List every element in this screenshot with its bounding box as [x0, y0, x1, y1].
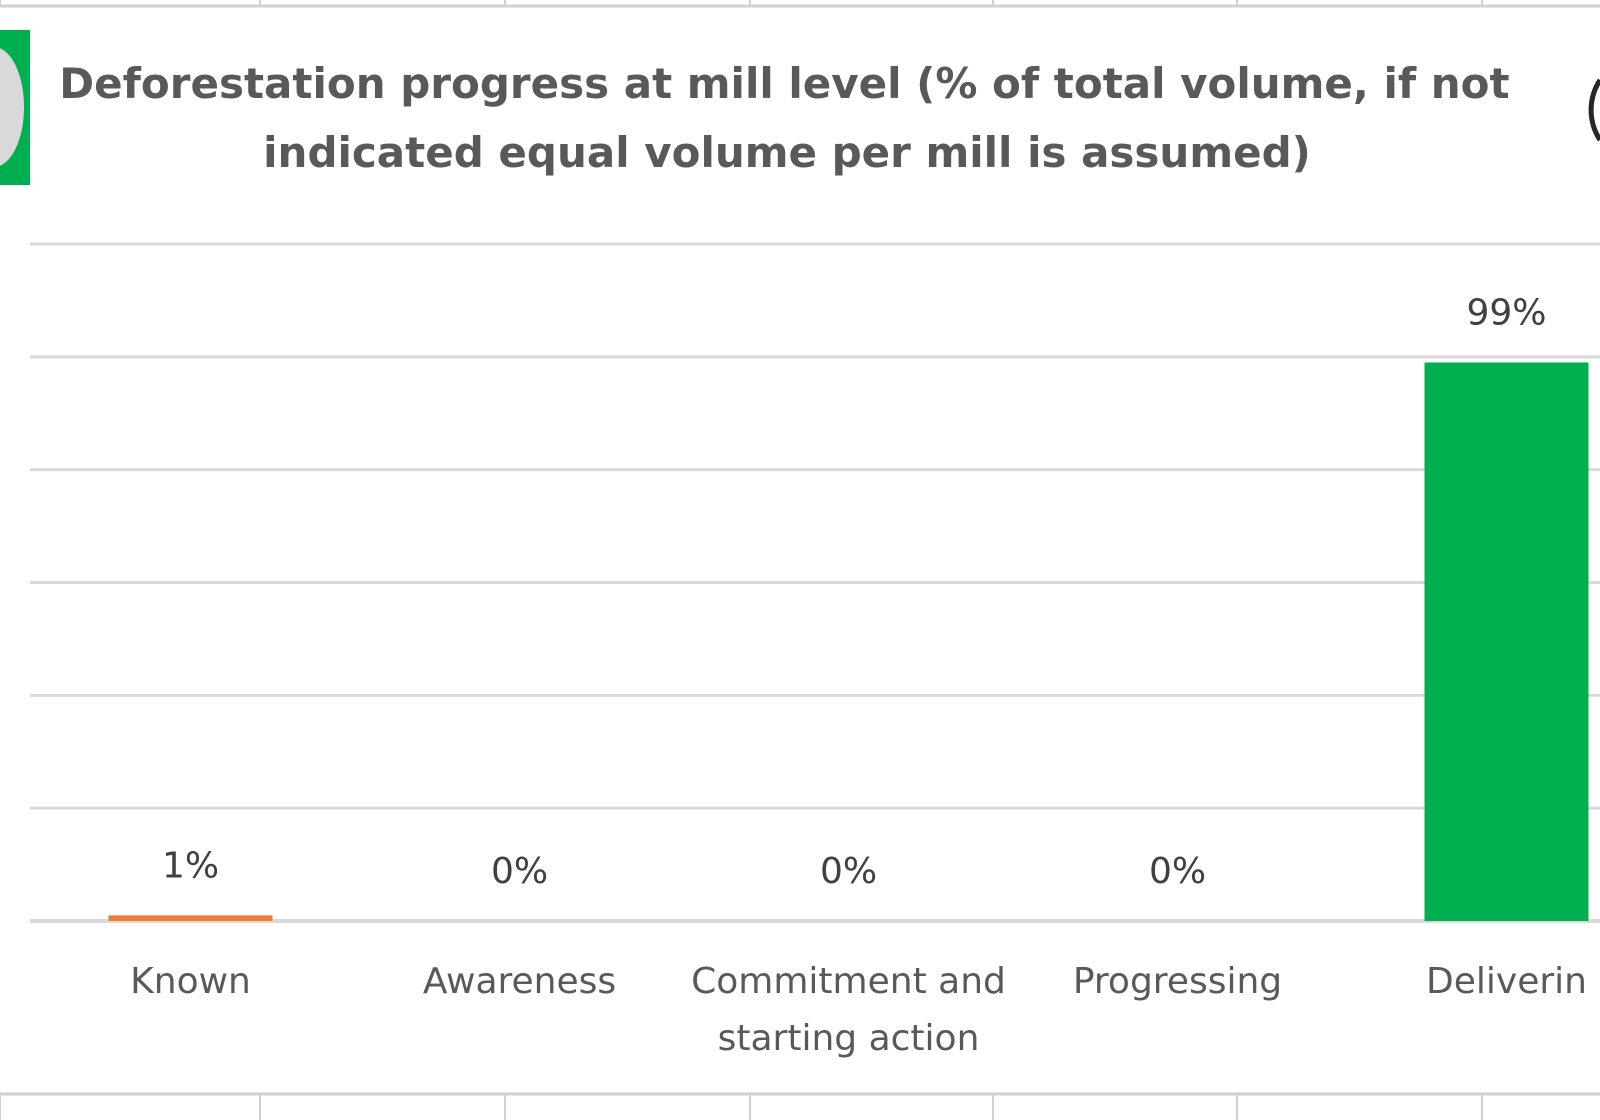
legend-grey-circle [0, 48, 24, 166]
category-label-line: Commitment and [691, 961, 1006, 1002]
category-label-awareness: Awareness [423, 961, 616, 1002]
category-label-line: Known [130, 961, 251, 1002]
data-labels: 1% 0% 0% 0% 99% [162, 292, 1547, 892]
category-axis-labels: Known Awareness Commitment and starting act… [130, 961, 1587, 1059]
category-label-line: Progressing [1073, 961, 1282, 1002]
category-label-known: Known [130, 961, 251, 1002]
bar-delivering [1424, 362, 1589, 922]
chart-title: Deforestation progress at mill level (% … [59, 59, 1514, 177]
data-label-commitment-and-starting-action: 0% [820, 851, 877, 892]
partial-circle-marker [1588, 78, 1600, 142]
chart-title-line-2: indicated equal volume per mill is assum… [263, 128, 1311, 177]
category-label-delivering: Deliverin [1426, 961, 1587, 1002]
data-label-awareness: 0% [491, 851, 548, 892]
plot-gridlines [30, 242, 1600, 923]
data-label-delivering: 99% [1466, 292, 1546, 333]
category-label-line: Deliverin [1426, 961, 1587, 1002]
category-label-progressing: Progressing [1073, 961, 1282, 1002]
bar-known [108, 915, 273, 921]
data-label-known: 1% [162, 845, 219, 886]
category-label-commitment-and-starting-action: Commitment and starting action [691, 961, 1006, 1059]
legend-swatch [0, 30, 30, 185]
bars [108, 362, 1589, 922]
category-label-line: starting action [718, 1018, 980, 1059]
data-label-progressing: 0% [1149, 851, 1206, 892]
category-label-line: Awareness [423, 961, 616, 1002]
chart-title-line-1: Deforestation progress at mill level (% … [59, 59, 1509, 108]
